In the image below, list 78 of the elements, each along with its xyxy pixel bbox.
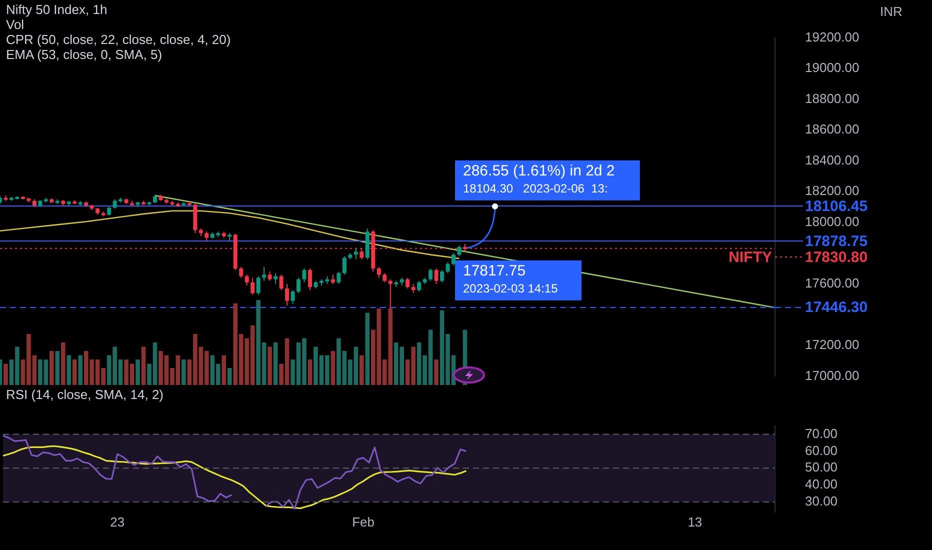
candlestick xyxy=(457,244,462,257)
candlestick xyxy=(274,272,278,284)
y-tick-label: 18000.00 xyxy=(805,214,860,229)
text: Vol xyxy=(6,17,26,32)
candlestick xyxy=(354,248,358,260)
candlestick xyxy=(446,262,450,274)
bar xyxy=(60,342,66,385)
candlestick xyxy=(336,271,341,284)
candlestick xyxy=(204,231,209,242)
candlestick xyxy=(452,252,456,266)
ref-line-label: 18106.45 xyxy=(804,198,868,214)
candlestick xyxy=(342,256,346,276)
ref-line-label: 17446.30 xyxy=(804,299,868,316)
y-tick-label: 18400.00 xyxy=(805,152,860,168)
candlestick xyxy=(411,283,416,294)
candlestick xyxy=(302,268,306,283)
annotation: CPR (50, close, 22, close, close, 4, 20) xyxy=(6,32,231,47)
candlestick xyxy=(330,274,335,284)
ref-line-label: 17878.75 xyxy=(804,232,868,250)
bar xyxy=(182,360,186,385)
bar xyxy=(136,360,140,385)
bar xyxy=(72,360,77,385)
candlestick xyxy=(250,277,255,296)
candlestick xyxy=(285,283,290,306)
candlestick xyxy=(382,272,387,283)
candlestick xyxy=(244,274,249,286)
candlestick xyxy=(256,276,260,296)
y-tick-label: 18200.00 xyxy=(805,183,860,198)
bar xyxy=(365,312,370,385)
candlestick xyxy=(239,266,244,278)
annotation: EMA (53, close, 0, SMA, 5) xyxy=(6,47,164,62)
y-tick-label: 50.00 xyxy=(805,460,838,475)
bar xyxy=(273,342,278,385)
candlestick xyxy=(262,266,266,282)
bar xyxy=(50,351,54,385)
candlestick xyxy=(376,266,381,278)
y-tick-label: 18800.00 xyxy=(805,90,860,106)
annotation: 17817.75 2023-02-03 14:15 xyxy=(463,262,558,296)
y-tick-label: 17000.00 xyxy=(805,368,860,383)
y-tick-label: 60.00 xyxy=(805,442,838,458)
bar xyxy=(141,346,146,385)
y-axis-title: INR xyxy=(880,4,902,19)
bar xyxy=(434,360,438,385)
bar xyxy=(268,346,272,385)
ref-line-label: 17830.80 xyxy=(804,248,868,266)
candlestick xyxy=(296,277,301,294)
y-tick-label: 17200.00 xyxy=(805,337,860,352)
y-tick-label: 19000.00 xyxy=(805,60,860,76)
candlestick xyxy=(434,268,438,284)
y-tick-label: 18600.00 xyxy=(805,122,860,137)
chart-title: Nifty 50 Index, 1h xyxy=(6,2,108,17)
bar xyxy=(222,355,226,385)
annotation: NIFTY xyxy=(728,248,772,266)
bar xyxy=(360,355,364,385)
chart-title: RSI (14, close, SMA, 14, 2) xyxy=(6,387,164,402)
bar xyxy=(78,355,83,385)
x-tick-label: 13 xyxy=(688,514,702,530)
y-tick-label: 19200.00 xyxy=(805,29,860,44)
y-tick-label: 17600.00 xyxy=(805,275,860,290)
candlestick xyxy=(308,268,312,291)
x-tick-label: 23 xyxy=(110,514,125,530)
bar xyxy=(55,351,60,385)
candlestick xyxy=(290,290,295,304)
y-tick-label: 70.00 xyxy=(805,426,838,441)
candlestick xyxy=(406,277,410,290)
candlestick xyxy=(428,268,433,282)
candlestick xyxy=(268,271,272,282)
annotation: 286.55 (1.61%) in 2d 2 18104.30 2023-02-06 13: xyxy=(463,162,615,196)
candlestick xyxy=(440,270,444,283)
bar xyxy=(66,355,72,385)
y-tick-label: 40.00 xyxy=(805,476,838,492)
x-tick-label: Feb xyxy=(352,514,374,530)
bar xyxy=(308,360,312,385)
candlestick xyxy=(279,274,284,291)
y-tick-label: 30.00 xyxy=(805,494,838,509)
bar xyxy=(330,351,336,385)
candlestick xyxy=(417,280,422,292)
bar xyxy=(227,368,232,385)
